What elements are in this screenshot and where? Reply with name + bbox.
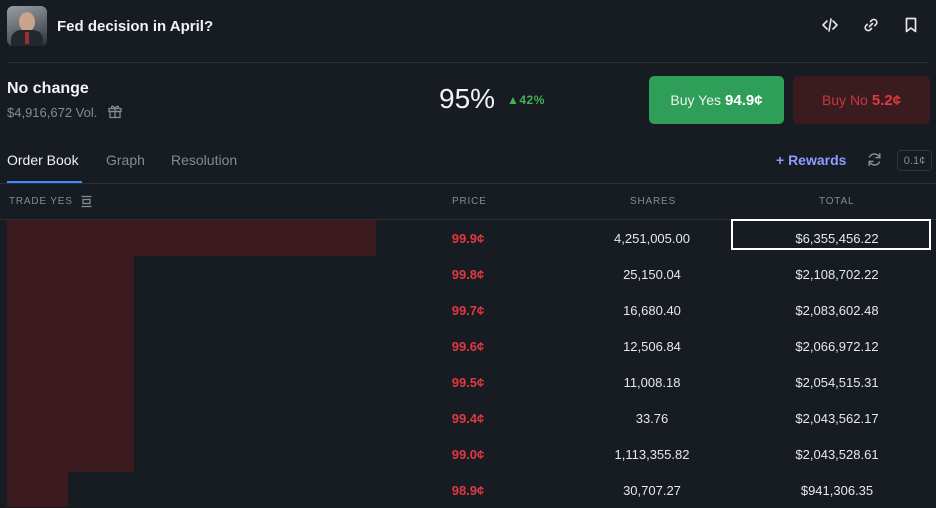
market-title: Fed decision in April? bbox=[57, 18, 214, 35]
row-shares: 25,150.04 bbox=[623, 267, 681, 282]
buy-yes-label: Buy Yes bbox=[670, 92, 722, 108]
row-total: $941,306.35 bbox=[800, 483, 874, 498]
depth-bar bbox=[7, 256, 134, 472]
buy-yes-price: 94.9¢ bbox=[725, 91, 763, 109]
row-total: $2,043,528.61 bbox=[795, 447, 879, 462]
probability: 95% bbox=[439, 83, 496, 114]
row-price: 99.4¢ bbox=[451, 411, 485, 426]
row-shares: 16,680.40 bbox=[623, 303, 681, 318]
row-shares: 30,707.27 bbox=[623, 483, 681, 498]
orderbook-row[interactable]: 98.9¢ 30,707.27 $941,306.35 bbox=[0, 472, 936, 508]
row-shares: 1,113,355.82 bbox=[614, 447, 690, 462]
col-price: PRICE bbox=[452, 196, 487, 207]
row-price: 99.8¢ bbox=[451, 267, 485, 282]
row-shares: 4,251,005.00 bbox=[614, 231, 690, 246]
rewards-button[interactable]: + Rewards bbox=[776, 152, 847, 168]
row-shares: 33.76 bbox=[635, 411, 669, 426]
row-price: 99.6¢ bbox=[451, 339, 485, 354]
gift-icon[interactable] bbox=[107, 103, 123, 119]
market-avatar bbox=[7, 6, 47, 46]
row-total: $2,054,515.31 bbox=[795, 375, 879, 390]
orderbook-row[interactable]: 99.8¢ 25,150.04 $2,108,702.22 bbox=[0, 256, 936, 292]
row-shares: 11,008.18 bbox=[623, 375, 681, 390]
row-price: 99.7¢ bbox=[451, 303, 485, 318]
depth-bar bbox=[7, 220, 376, 256]
collapse-icon[interactable] bbox=[80, 195, 93, 208]
tabs-divider bbox=[0, 183, 936, 184]
row-price: 99.9¢ bbox=[451, 231, 485, 246]
buy-yes-button[interactable]: Buy Yes 94.9¢ bbox=[649, 76, 784, 124]
refresh-icon[interactable] bbox=[866, 151, 883, 168]
orderbook-row[interactable]: 99.5¢ 11,008.18 $2,054,515.31 bbox=[0, 364, 936, 400]
row-price: 98.9¢ bbox=[451, 483, 485, 498]
volume-text: $4,916,672 Vol. bbox=[7, 105, 98, 120]
header-divider-line bbox=[0, 219, 936, 220]
buy-no-label: Buy No bbox=[821, 92, 868, 108]
row-total: $2,108,702.22 bbox=[795, 267, 879, 282]
tab-graph[interactable]: Graph bbox=[106, 152, 145, 168]
row-price: 99.5¢ bbox=[451, 375, 485, 390]
active-tab-indicator bbox=[7, 181, 82, 183]
row-price: 99.0¢ bbox=[451, 447, 485, 462]
code-icon[interactable] bbox=[819, 14, 841, 36]
row-shares: 12,506.84 bbox=[623, 339, 681, 354]
orderbook-row[interactable]: 99.7¢ 16,680.40 $2,083,602.48 bbox=[0, 292, 936, 328]
buy-no-button[interactable]: Buy No 5.2¢ bbox=[793, 76, 930, 124]
row-total: $6,355,456.22 bbox=[795, 231, 879, 246]
col-trade-yes: TRADE YES bbox=[9, 196, 73, 207]
tab-resolution[interactable]: Resolution bbox=[171, 152, 238, 168]
outcome-name: No change bbox=[7, 80, 89, 97]
tab-order-book[interactable]: Order Book bbox=[7, 152, 79, 168]
orderbook-row[interactable]: 99.6¢ 12,506.84 $2,066,972.12 bbox=[0, 328, 936, 364]
row-total: $2,043,562.17 bbox=[795, 411, 879, 426]
selected-total-cell-outline bbox=[731, 219, 931, 250]
buy-no-price: 5.2¢ bbox=[871, 91, 902, 109]
orderbook-row[interactable]: 99.0¢ 1,113,355.82 $2,043,528.61 bbox=[0, 436, 936, 472]
col-total: TOTAL bbox=[819, 196, 855, 207]
bookmark-icon[interactable] bbox=[900, 14, 922, 36]
depth-bar bbox=[7, 472, 68, 507]
col-shares: SHARES bbox=[630, 196, 676, 207]
probability-change: ▲42% bbox=[507, 93, 545, 107]
header-divider bbox=[7, 62, 929, 63]
row-total: $2,066,972.12 bbox=[795, 339, 879, 354]
link-icon[interactable] bbox=[860, 14, 882, 36]
tick-size-selector[interactable]: 0.1¢ bbox=[897, 150, 932, 171]
market-header: Fed decision in April? bbox=[0, 0, 936, 54]
orderbook-row[interactable]: 99.4¢ 33.76 $2,043,562.17 bbox=[0, 400, 936, 436]
orderbook-row[interactable]: 99.9¢ 4,251,005.00 $6,355,456.22 bbox=[0, 220, 936, 256]
row-total: $2,083,602.48 bbox=[795, 303, 879, 318]
